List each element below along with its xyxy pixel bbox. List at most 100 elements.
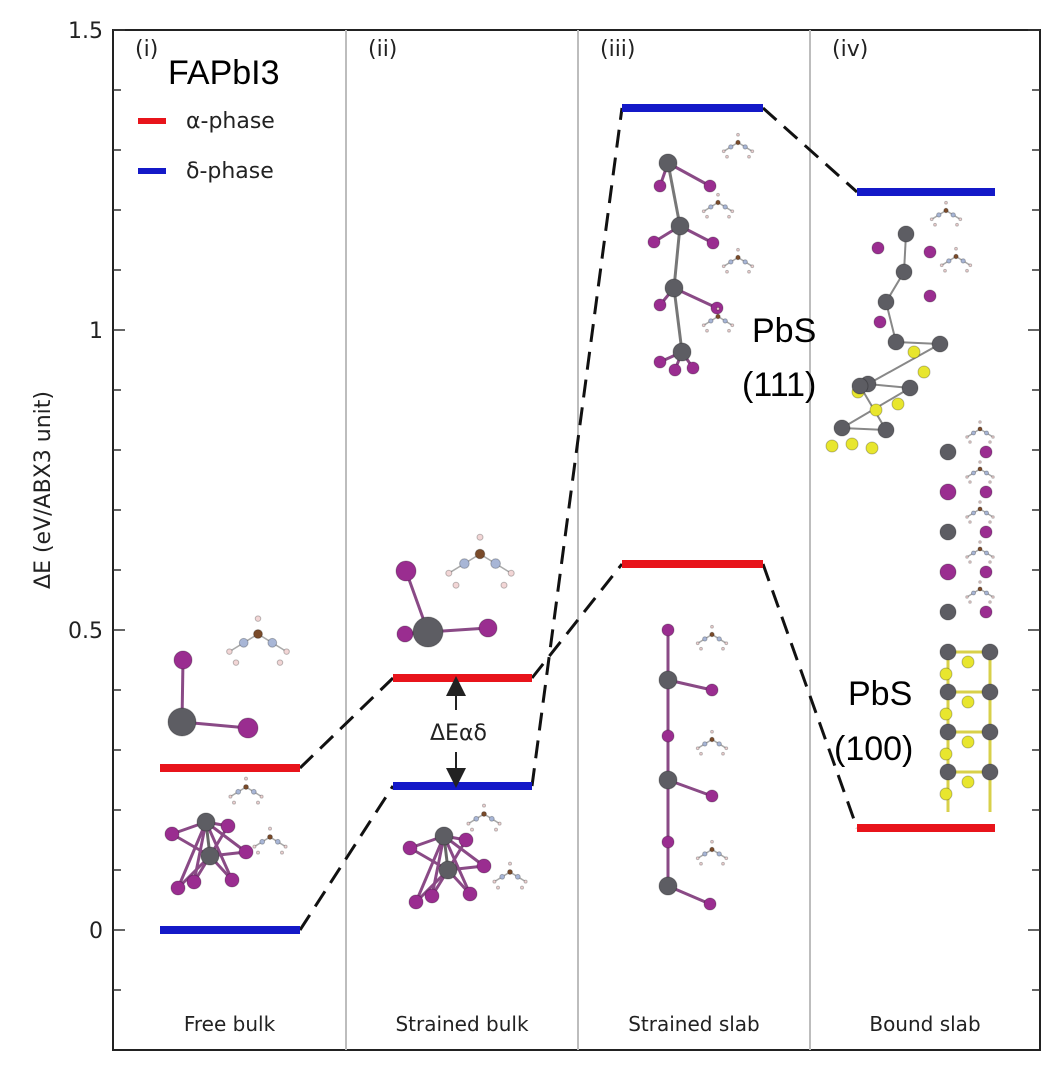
atom [923, 245, 937, 259]
atom [672, 342, 692, 362]
atom [716, 851, 722, 857]
atom [238, 637, 249, 648]
atom [706, 236, 720, 250]
atom [474, 548, 486, 560]
atom [224, 872, 240, 888]
atom [653, 355, 667, 369]
atom [981, 683, 999, 701]
atom [653, 179, 667, 193]
atom [721, 149, 726, 154]
bond [442, 835, 472, 895]
atom [235, 788, 242, 795]
panel-label: Free bulk [184, 1012, 276, 1036]
atom [977, 426, 983, 432]
atom [991, 515, 995, 519]
atom [939, 723, 957, 741]
bond [204, 821, 234, 881]
legend-label: δ-phase [186, 159, 274, 184]
atom [961, 695, 975, 709]
atom [259, 838, 266, 845]
atom [943, 268, 947, 273]
atom [730, 323, 735, 328]
atom [721, 751, 725, 756]
atom [508, 861, 512, 866]
atom [939, 707, 953, 721]
atom [939, 667, 953, 681]
atom [968, 520, 972, 524]
level-connector [762, 106, 858, 194]
atom [492, 879, 497, 884]
atom [939, 263, 944, 268]
atom [939, 643, 957, 661]
atom [494, 827, 498, 832]
atom [514, 873, 521, 880]
atom [256, 850, 260, 855]
atom [869, 403, 883, 417]
atom [939, 787, 953, 801]
atom [988, 520, 992, 524]
atom [965, 515, 969, 519]
atom [936, 212, 942, 218]
atom [877, 421, 895, 439]
atom [971, 550, 976, 556]
atom [710, 624, 714, 629]
atom [727, 214, 731, 219]
atom [237, 717, 259, 739]
atom [971, 430, 976, 436]
atom [895, 263, 913, 281]
atom [478, 618, 498, 638]
atom [220, 818, 236, 834]
panel-id: (i) [135, 37, 158, 62]
atom [523, 879, 528, 884]
panel-label: Strained slab [628, 1012, 760, 1036]
atom [907, 345, 921, 359]
atom [710, 729, 714, 734]
atom [470, 827, 474, 832]
atom [709, 631, 715, 638]
atom [170, 880, 186, 896]
atom [977, 506, 983, 512]
panel-id: (iv) [832, 37, 868, 62]
atom [481, 811, 487, 817]
atom [670, 216, 690, 236]
atom [658, 876, 678, 896]
atom [939, 763, 957, 781]
atom [939, 747, 953, 761]
atom [750, 149, 755, 154]
atom [200, 846, 220, 866]
atom [931, 335, 949, 353]
bond [672, 225, 682, 289]
atom [728, 144, 734, 150]
atom [658, 153, 678, 173]
atom [991, 595, 995, 599]
atom [939, 683, 957, 701]
atom [873, 315, 887, 329]
atom [438, 860, 458, 880]
bond [414, 835, 446, 903]
atom [716, 636, 722, 642]
atom [747, 269, 751, 274]
atom [699, 751, 703, 756]
atom [929, 217, 934, 222]
atom [497, 821, 502, 826]
atom [965, 595, 969, 599]
atom [507, 869, 513, 875]
atom [728, 259, 734, 265]
atom [705, 789, 719, 803]
bond [176, 821, 208, 889]
atom [939, 523, 957, 541]
atom [939, 603, 957, 621]
atom [981, 643, 999, 661]
atom [708, 204, 714, 210]
atom [736, 247, 740, 252]
atom [917, 365, 931, 379]
pbs-111-label-line1: PbS [752, 312, 816, 350]
atom [473, 815, 480, 822]
atom [968, 440, 972, 444]
pbs-111-label-line2: (111) [742, 366, 816, 404]
atom [961, 735, 975, 749]
atom [283, 648, 290, 655]
y-axis-label: ΔE (eV/ABX3 unit) [31, 391, 56, 589]
atom [933, 222, 937, 227]
atom [186, 874, 202, 890]
